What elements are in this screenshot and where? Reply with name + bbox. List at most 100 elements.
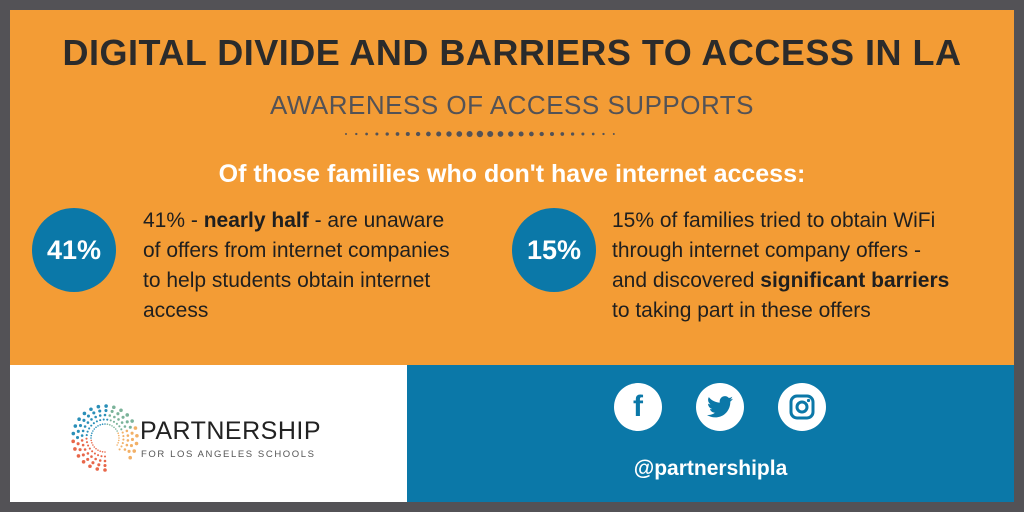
logo-dot <box>78 423 83 428</box>
logo-panel: PARTNERSHIP FOR LOS ANGELES SCHOOLS <box>10 365 407 502</box>
logo-dot <box>86 414 91 418</box>
page-subtitle: AWARENESS OF ACCESS SUPPORTS <box>269 90 755 120</box>
logo-dot <box>80 434 84 437</box>
logo-dot <box>106 418 109 421</box>
logo-dot <box>115 422 118 425</box>
logo-dot <box>100 455 103 458</box>
logo-dot <box>94 415 97 419</box>
divider-dot <box>446 131 452 137</box>
divider-dot <box>570 132 575 136</box>
logo-dot <box>122 438 125 441</box>
logo-dot <box>80 439 84 442</box>
logo-dot <box>71 431 76 436</box>
logo-dot <box>81 429 85 433</box>
facebook-icon[interactable]: f <box>614 383 662 431</box>
logo-tagline: FOR LOS ANGELES SCHOOLS <box>141 449 316 460</box>
logo-dot <box>92 430 94 432</box>
divider-dot <box>497 131 504 137</box>
logo-dot <box>104 451 106 453</box>
logo-dot <box>98 459 102 462</box>
logo-dot <box>86 430 89 433</box>
divider-dot <box>508 131 514 137</box>
logo-dot <box>104 404 108 408</box>
logo-dot <box>98 409 102 413</box>
logo-dot <box>85 434 88 437</box>
logo-dot <box>120 421 124 424</box>
logo-dot <box>125 443 129 447</box>
logo-dot <box>104 408 108 413</box>
logo-dot <box>92 422 95 425</box>
divider-dot <box>581 132 585 136</box>
logo-dot <box>101 450 104 453</box>
divider-dot <box>529 131 534 137</box>
logo-dot <box>82 418 86 422</box>
logo-dot <box>76 454 81 458</box>
logo-dot <box>117 441 119 444</box>
logo-dot <box>120 445 123 448</box>
logo-dot <box>106 423 109 426</box>
logo-dot <box>95 420 98 423</box>
logo-dot <box>99 419 102 422</box>
logo-dot <box>98 414 102 417</box>
logo-dot <box>130 437 135 441</box>
divider-dot <box>345 133 347 135</box>
logo-dot <box>121 442 124 445</box>
logo-dot <box>86 457 90 461</box>
logo-dot <box>82 411 87 416</box>
divider-dot <box>436 131 442 137</box>
logo-dot <box>76 442 80 446</box>
logo-dot <box>101 423 104 426</box>
logo-dot <box>109 419 112 422</box>
stat-badge-15: 15% <box>512 208 596 292</box>
logo-dot <box>97 449 99 451</box>
logo-dot <box>112 420 116 423</box>
stat-text-41: 41% - nearly half - are unaware of offer… <box>143 209 450 322</box>
logo-dot <box>77 417 81 421</box>
stat-badge-41: 41% <box>32 208 116 292</box>
logo-dot <box>113 415 116 419</box>
logo-dot <box>94 457 97 461</box>
logo-dot <box>85 437 88 440</box>
twitter-icon[interactable] <box>696 383 744 431</box>
logo-dot <box>135 433 139 438</box>
divider-dot <box>365 132 368 136</box>
logo-dot <box>129 444 133 448</box>
logo-dot <box>88 464 92 469</box>
divider-dot <box>476 130 484 138</box>
logo-dot <box>127 449 131 453</box>
logo-dot <box>81 443 85 447</box>
logo-dot <box>88 427 91 430</box>
logo-dot <box>125 429 129 433</box>
social-panel: f @partnershipla <box>407 365 1014 502</box>
divider-dot <box>612 133 615 135</box>
logo-dot <box>83 448 87 451</box>
logo-dot <box>97 463 101 467</box>
logo-dot <box>128 425 132 429</box>
social-handle[interactable]: @partnershipla <box>633 457 788 480</box>
divider-dot <box>466 130 473 138</box>
logo-dot <box>103 468 107 472</box>
logo-dot <box>125 413 130 417</box>
logo-dot <box>117 434 120 437</box>
logo-name: PARTNERSHIP <box>140 417 322 445</box>
logo-dot <box>93 428 96 430</box>
divider-dot <box>395 132 400 136</box>
logo-dot <box>130 419 134 423</box>
logo-dot <box>90 424 93 427</box>
logo-dot <box>86 421 90 424</box>
instagram-icon[interactable] <box>778 383 826 431</box>
divider-dot <box>405 131 410 137</box>
logo-dot <box>95 467 100 471</box>
logo-dot <box>73 447 77 451</box>
dotted-divider <box>345 130 615 138</box>
logo-dot <box>73 424 78 428</box>
logo-dot <box>134 441 139 446</box>
header-panel: DIGITAL DIVIDE AND BARRIERS TO ACCESS IN… <box>10 10 1014 365</box>
logo-dot <box>78 448 82 452</box>
logo-dot <box>108 424 111 426</box>
logo-dot <box>116 430 118 432</box>
logo-dot <box>126 439 130 442</box>
logo-dot <box>88 447 91 450</box>
logo-dot <box>103 459 107 463</box>
logo-dot <box>111 425 113 427</box>
